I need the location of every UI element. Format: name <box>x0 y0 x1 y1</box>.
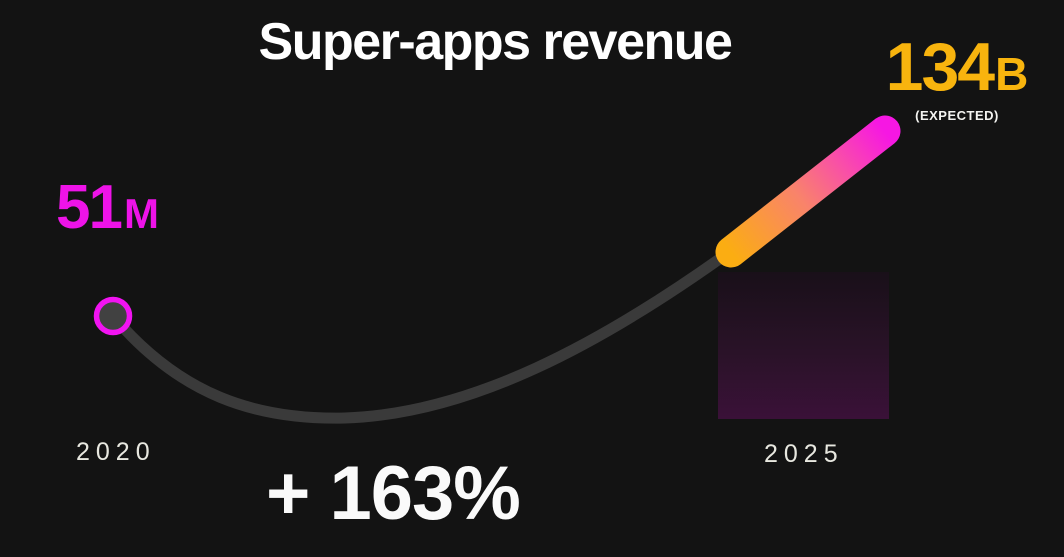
start-value-unit: M <box>123 190 159 237</box>
chart-title: Super-apps revenue <box>258 13 733 71</box>
growth-percentage-label: + 163% <box>266 451 521 536</box>
end-value-number: 134 <box>885 29 995 105</box>
end-value-block: 134B (EXPECTED) <box>884 33 1030 123</box>
end-value-label: 134B <box>884 33 1030 101</box>
start-point-marker <box>93 296 133 336</box>
expected-note: (EXPECTED) <box>915 108 999 123</box>
x-axis-label-2025: 2025 <box>764 440 844 468</box>
end-value-unit: B <box>995 48 1029 100</box>
projection-segment <box>715 115 901 268</box>
start-value-label: 51M <box>56 177 159 239</box>
start-value-number: 51 <box>56 173 123 242</box>
highlight-square <box>718 272 889 419</box>
trend-curve <box>107 244 738 424</box>
x-axis-label-2020: 2020 <box>76 438 156 466</box>
